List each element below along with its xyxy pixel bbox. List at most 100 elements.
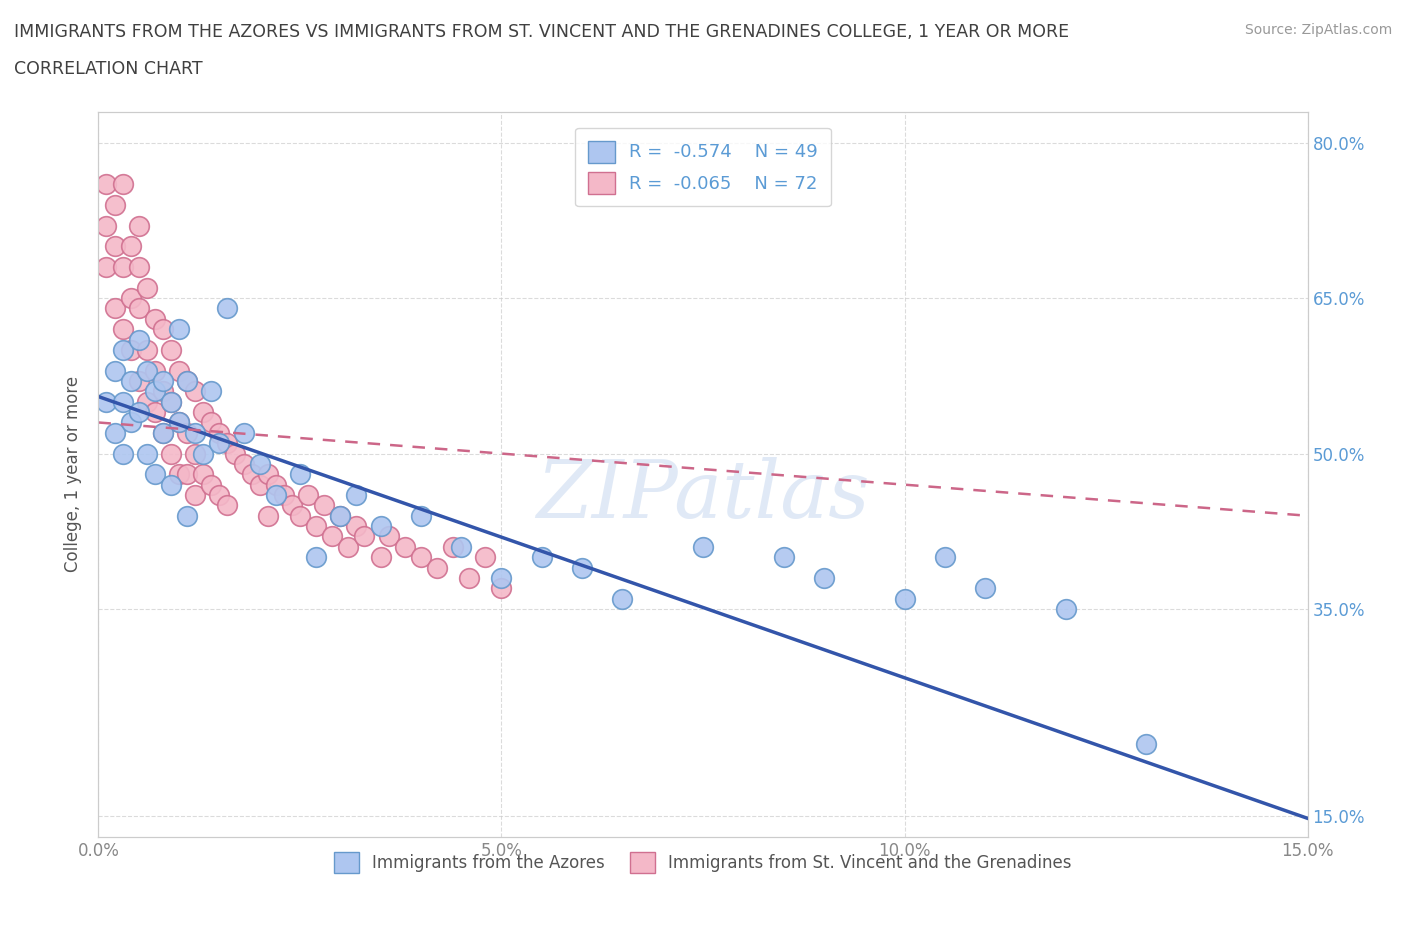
Point xyxy=(249,477,271,492)
Point xyxy=(772,550,794,565)
Point xyxy=(377,529,399,544)
Point xyxy=(135,364,157,379)
Point xyxy=(143,467,166,482)
Point xyxy=(288,509,311,524)
Point xyxy=(337,539,360,554)
Point xyxy=(167,322,190,337)
Point xyxy=(103,239,125,254)
Point xyxy=(264,477,287,492)
Point xyxy=(491,570,513,585)
Point xyxy=(193,405,215,419)
Point xyxy=(160,394,183,409)
Point xyxy=(370,519,392,534)
Point xyxy=(426,560,449,575)
Point xyxy=(111,322,134,337)
Text: IMMIGRANTS FROM THE AZORES VS IMMIGRANTS FROM ST. VINCENT AND THE GRENADINES COL: IMMIGRANTS FROM THE AZORES VS IMMIGRANTS… xyxy=(14,23,1069,41)
Point xyxy=(314,498,336,512)
Point xyxy=(120,239,142,254)
Point xyxy=(571,560,593,575)
Point xyxy=(176,425,198,440)
Point xyxy=(96,259,118,274)
Point xyxy=(120,291,142,306)
Y-axis label: College, 1 year or more: College, 1 year or more xyxy=(65,377,83,572)
Point xyxy=(143,405,166,419)
Point xyxy=(167,415,190,430)
Text: Source: ZipAtlas.com: Source: ZipAtlas.com xyxy=(1244,23,1392,37)
Point xyxy=(232,425,254,440)
Text: ZIPatlas: ZIPatlas xyxy=(536,458,870,535)
Point xyxy=(103,197,125,212)
Point xyxy=(184,487,207,502)
Point xyxy=(217,436,239,451)
Point xyxy=(103,301,125,316)
Point xyxy=(409,550,432,565)
Point xyxy=(256,467,278,482)
Point xyxy=(1135,737,1157,751)
Point xyxy=(120,342,142,357)
Point xyxy=(152,425,174,440)
Point xyxy=(249,457,271,472)
Point xyxy=(329,509,352,524)
Point xyxy=(111,342,134,357)
Point xyxy=(143,312,166,326)
Point xyxy=(458,570,481,585)
Point xyxy=(217,498,239,512)
Point xyxy=(297,487,319,502)
Point xyxy=(208,436,231,451)
Point xyxy=(111,259,134,274)
Point xyxy=(128,405,150,419)
Point xyxy=(344,487,367,502)
Point xyxy=(103,364,125,379)
Point xyxy=(160,394,183,409)
Point xyxy=(1054,602,1077,617)
Point xyxy=(160,342,183,357)
Point xyxy=(128,301,150,316)
Point xyxy=(240,467,263,482)
Point xyxy=(370,550,392,565)
Point xyxy=(152,374,174,389)
Point xyxy=(491,581,513,596)
Point xyxy=(135,342,157,357)
Point xyxy=(893,591,915,606)
Point xyxy=(96,394,118,409)
Point xyxy=(224,446,246,461)
Point xyxy=(208,487,231,502)
Point xyxy=(394,539,416,554)
Point xyxy=(128,332,150,347)
Point xyxy=(288,467,311,482)
Point xyxy=(176,374,198,389)
Point xyxy=(329,509,352,524)
Point xyxy=(160,477,183,492)
Point xyxy=(184,425,207,440)
Point xyxy=(111,446,134,461)
Point xyxy=(152,384,174,399)
Point xyxy=(305,550,328,565)
Point xyxy=(450,539,472,554)
Point xyxy=(96,177,118,192)
Point xyxy=(353,529,375,544)
Point xyxy=(111,177,134,192)
Point xyxy=(176,467,198,482)
Point xyxy=(128,259,150,274)
Point xyxy=(193,467,215,482)
Point xyxy=(184,446,207,461)
Point xyxy=(256,509,278,524)
Point xyxy=(813,570,835,585)
Point xyxy=(167,415,190,430)
Legend: Immigrants from the Azores, Immigrants from St. Vincent and the Grenadines: Immigrants from the Azores, Immigrants f… xyxy=(328,845,1078,880)
Point xyxy=(184,384,207,399)
Point xyxy=(167,364,190,379)
Point xyxy=(135,446,157,461)
Text: CORRELATION CHART: CORRELATION CHART xyxy=(14,60,202,78)
Point xyxy=(167,467,190,482)
Point xyxy=(200,477,222,492)
Point xyxy=(264,487,287,502)
Point xyxy=(321,529,343,544)
Point xyxy=(111,394,134,409)
Point xyxy=(200,415,222,430)
Point xyxy=(232,457,254,472)
Point xyxy=(934,550,956,565)
Point xyxy=(974,581,997,596)
Point xyxy=(152,322,174,337)
Point xyxy=(474,550,496,565)
